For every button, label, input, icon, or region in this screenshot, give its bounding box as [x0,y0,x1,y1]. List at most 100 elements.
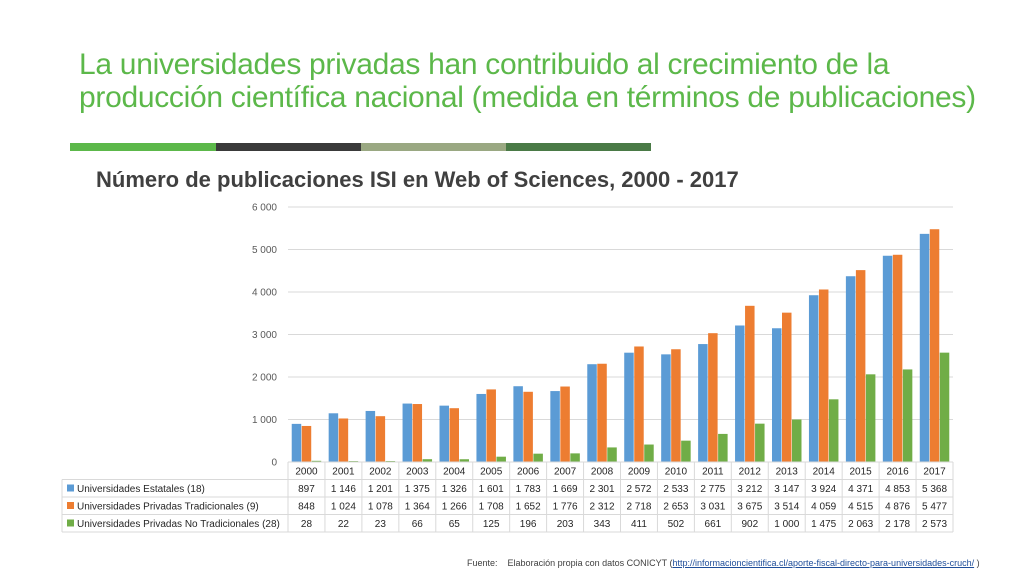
bar [486,389,496,462]
x-tick-label: 2015 [850,467,873,478]
data-label: 1 326 [442,484,467,495]
bar [644,444,654,462]
data-label: 23 [375,519,387,530]
data-label: 3 675 [737,502,762,513]
x-tick-label: 2003 [406,467,429,478]
data-label: 4 853 [885,484,910,495]
x-tick-label: 2009 [628,467,651,478]
series-label: Universidades Privadas No Tradicionales … [77,519,280,530]
x-tick-label: 2004 [443,467,466,478]
x-tick-label: 2005 [480,467,503,478]
bar [560,386,570,462]
data-label: 1 364 [405,502,430,513]
data-label: 28 [301,519,313,530]
data-label: 1 669 [553,484,578,495]
bar [587,364,597,462]
data-label: 66 [412,519,424,530]
x-tick-label: 2010 [665,467,688,478]
data-label: 2 178 [885,519,910,530]
data-label: 2 533 [663,484,688,495]
bar [513,386,523,462]
bar [570,453,580,462]
bar [422,459,433,462]
slide-title-line-1: La universidades privadas han contribuid… [79,48,890,81]
data-label: 5 477 [922,502,947,513]
data-label: 2 718 [626,502,651,513]
x-tick-label: 2002 [369,467,392,478]
source-link[interactable]: http://informacioncientifica.cl/aporte-f… [672,558,975,568]
y-tick-label: 0 [271,458,277,469]
data-label: 5 368 [922,484,947,495]
bar [311,460,322,462]
bar [624,352,634,462]
data-label: 2 312 [590,502,615,513]
data-label: 3 031 [700,502,725,513]
bar [755,423,765,462]
y-tick-label: 2 000 [252,373,277,384]
data-label: 902 [741,519,758,530]
x-tick-label: 2001 [332,467,355,478]
bar [718,433,728,462]
bar [828,399,839,462]
data-label: 1 708 [479,502,504,513]
data-label: 2 301 [590,484,615,495]
source-closing: ) [974,558,980,568]
bar [412,404,423,462]
x-tick-label: 2014 [813,467,836,478]
x-tick-label: 2012 [739,467,762,478]
bar [892,254,903,462]
data-label: 22 [338,519,350,530]
bar [328,413,339,462]
bar [671,349,681,462]
data-label: 3 212 [737,484,762,495]
data-label: 1 652 [516,502,541,513]
title-rule-segment-3 [361,143,506,151]
bar [902,369,913,462]
bar [597,363,607,462]
data-label: 1 266 [442,502,467,513]
x-tick-label: 2008 [591,467,614,478]
bar [919,233,930,462]
data-label: 1 024 [331,502,356,513]
data-label: 1 201 [368,484,393,495]
data-label: 343 [594,519,611,530]
bar [439,405,449,462]
bar [782,312,792,462]
bar [772,328,782,462]
data-label: 2 572 [626,484,651,495]
data-label: 1 000 [774,519,799,530]
bar [681,440,691,462]
data-label: 502 [668,519,685,530]
data-label: 2 063 [848,519,873,530]
slide-title-line-2: producción científica nacional (medida e… [79,81,976,114]
bar [523,391,533,462]
data-label: 2 775 [700,484,725,495]
data-label: 3 147 [774,484,799,495]
bar [533,453,543,462]
x-tick-label: 2000 [295,467,318,478]
data-label: 2 653 [663,502,688,513]
x-tick-label: 2006 [517,467,540,478]
bar [855,270,866,462]
bar [939,352,950,462]
series-label: Universidades Estatales (18) [77,484,205,495]
legend-swatch [67,519,74,527]
bar [792,419,802,462]
bar [476,393,486,462]
data-label: 1 146 [331,484,356,495]
data-label: 4 371 [848,484,873,495]
bar [818,289,829,462]
bar [929,229,940,462]
bar [865,374,876,462]
data-label: 1 601 [479,484,504,495]
bar [550,391,560,462]
y-tick-label: 6 000 [252,203,277,214]
data-label: 3 924 [811,484,836,495]
data-label: 125 [483,519,500,530]
bar [375,416,386,462]
data-label: 1 475 [811,519,836,530]
data-label: 196 [520,519,537,530]
chart-title: Número de publicaciones ISI en Web of Sc… [96,167,739,192]
data-label: 1 078 [368,502,393,513]
